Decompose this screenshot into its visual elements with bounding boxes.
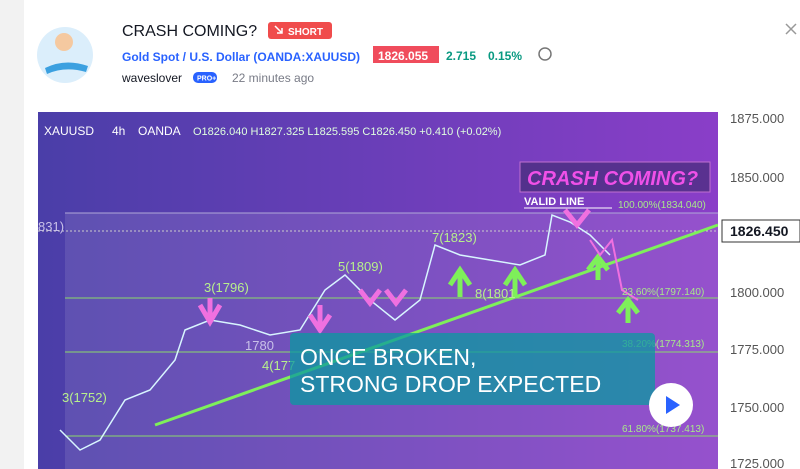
close-icon[interactable] [785,23,797,35]
headline-box [519,161,711,193]
badge-text: SHORT [288,27,323,38]
wave-label: 3(1752) [62,390,107,405]
symbol-link[interactable]: Gold Spot / U.S. Dollar (OANDA:XAUUSD) [122,50,360,64]
idea-title[interactable]: CRASH COMING? [122,23,257,40]
fib-label: 38.20%(1774.313) [622,339,704,350]
short-icon [274,25,283,34]
side-strip [0,0,24,469]
up-arrow [447,265,473,297]
down-arrow [563,208,591,230]
wave-label: 3(1796) [204,280,249,295]
play-icon [666,396,680,414]
wave-label: 4(177 [262,358,295,373]
up-arrow [502,265,528,297]
wave-label: 8(1801 [475,286,515,301]
axis-label: 1850.000 [730,170,784,185]
last-price: 1826.450 [730,223,789,239]
projection [589,237,639,301]
note-box [290,333,655,405]
note-text: STRONG DROP EXPECTED [300,371,601,397]
wave-label: 5(1809) [338,259,383,274]
price-label: 831) [38,219,64,234]
price-axis [718,112,800,469]
up-arrow [586,252,610,280]
change-percent: 0.15% [488,49,522,63]
up-arrow [616,295,640,323]
headline: CRASH COMING? [527,168,698,190]
legend-exchange: OANDA [138,124,181,138]
fib-label: 23.60%(1797.140) [622,287,704,298]
wave-label: 7(1823) [432,230,477,245]
author[interactable]: waveslover [121,71,182,85]
avatar-art [55,33,73,51]
axis-label: 1800.000 [730,285,784,300]
axis-label: 1875.000 [730,111,784,126]
axis-label: 1750.000 [730,400,784,415]
last-price-box [721,219,800,243]
time: 22 minutes ago [232,71,314,85]
note-text: ONCE BROKEN, [300,344,476,370]
trend-line [154,223,719,427]
alert-icon[interactable] [538,47,552,61]
pro-badge [193,72,217,83]
avatar-art [45,62,88,74]
axis-label: 1725.000 [730,456,784,469]
price: 1826.055 [378,49,428,63]
price-label: 1780 [245,338,274,353]
fib-label: 61.80%(1737.413) [622,424,704,435]
price-badge [373,46,439,63]
down-arrow [197,298,223,327]
down-arrow [307,305,333,335]
pro-text: PRO+ [197,76,216,83]
change: 2.715 [446,49,476,63]
legend-interval: 4h [112,124,125,138]
down-arrow [358,288,408,308]
legend-symbol: XAUUSD [44,124,94,138]
valid-line-label: VALID LINE [524,196,584,208]
price-path [59,213,611,451]
short-badge [268,22,332,39]
legend-ohlc: O1826.040 H1827.325 L1825.595 C1826.450 … [193,126,501,138]
fib-label: 100.00%(1834.040) [618,200,706,211]
axis-label: 1775.000 [730,342,784,357]
